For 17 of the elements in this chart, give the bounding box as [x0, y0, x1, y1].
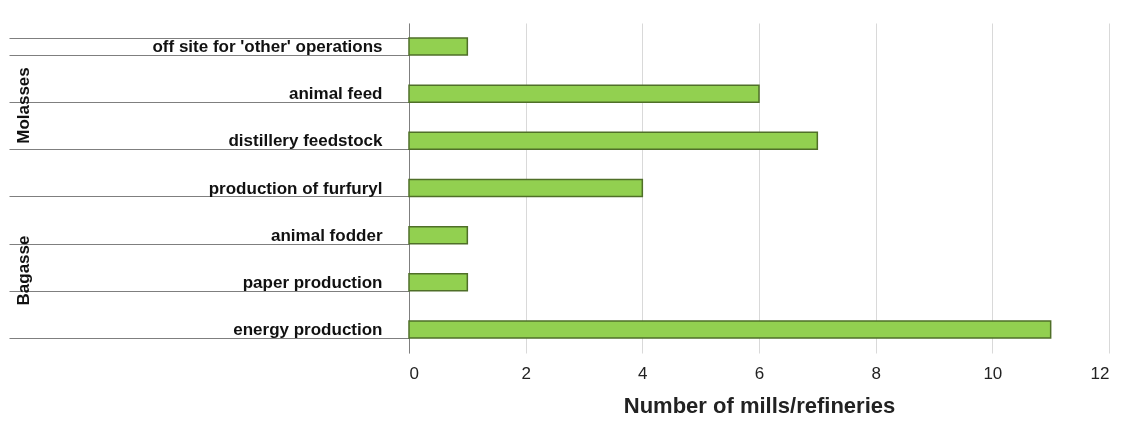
y-tick-label: animal fodder [271, 225, 383, 245]
x-tick-label: 6 [754, 363, 765, 383]
x-tick-label: 10 [983, 363, 1003, 383]
x-tick-label: 4 [638, 363, 648, 383]
y-tick-label: energy production [233, 319, 383, 339]
y-tick-label: animal feed [288, 84, 383, 104]
y-tick-label: production of furfuryl [208, 178, 383, 198]
text: Molasses [14, 67, 33, 144]
x-tick-label: 8 [871, 363, 881, 383]
y-tick-label: off site for 'other' operations [152, 37, 383, 57]
x-tick-label: 12 [1090, 363, 1110, 383]
y-tick-label: paper production [242, 272, 383, 292]
x-tick-label: 2 [521, 363, 531, 383]
y-tick-label: distillery feedstock [228, 131, 384, 151]
x-tick-label: 0 [409, 363, 419, 383]
x-axis-title: Number of mills/refineries [623, 392, 896, 418]
text: Bagasse [14, 235, 33, 306]
